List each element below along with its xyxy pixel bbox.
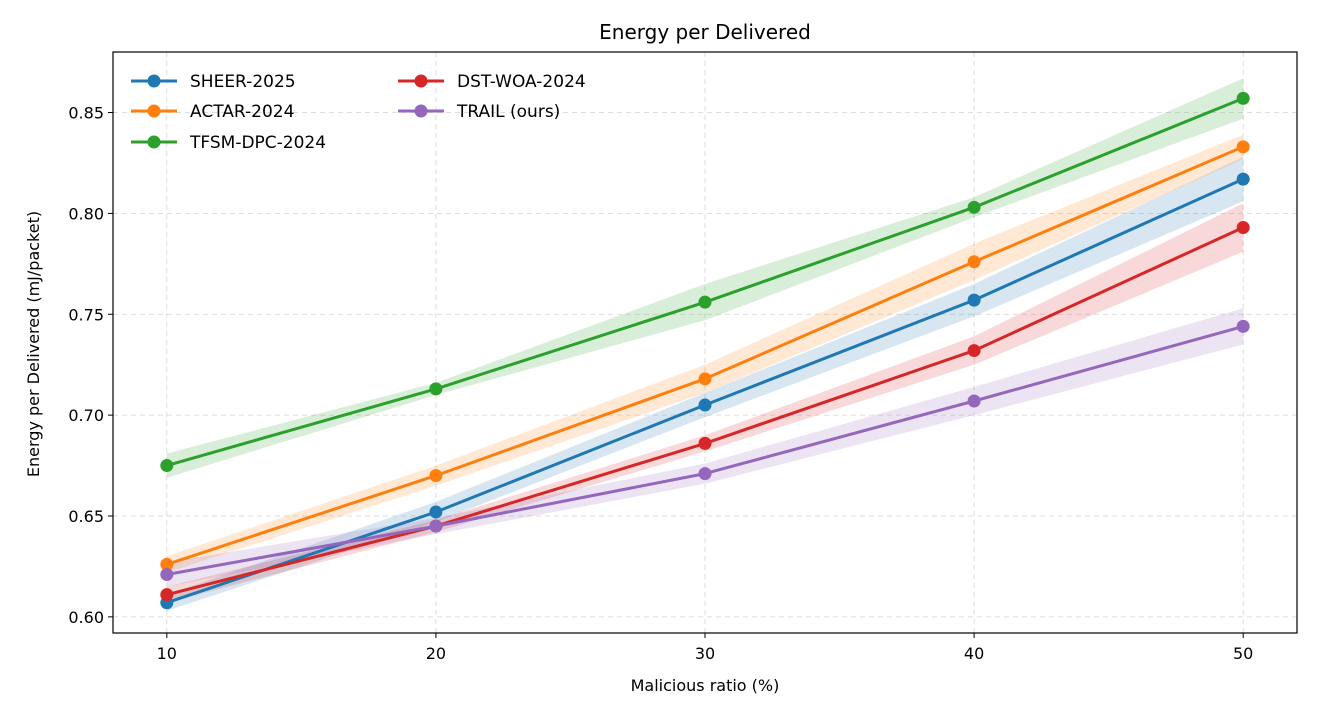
legend-item-actar-2024: ACTAR-2024 xyxy=(131,102,294,122)
point-sheer-2025 xyxy=(698,398,712,412)
y-axis-ticks: 0.60 0.65 0.70 0.75 0.80 0.85 xyxy=(68,104,113,627)
legend-item-trail-ours: TRAIL (ours) xyxy=(398,102,560,122)
band-actar-2024 xyxy=(166,134,1244,573)
point-trail-ours xyxy=(967,394,981,408)
y-tick-label: 0.80 xyxy=(68,204,104,223)
point-actar-2024 xyxy=(429,469,443,483)
point-tfsm-dpc-2024 xyxy=(698,295,712,309)
legend-item-dst-woa-2024: DST-WOA-2024 xyxy=(398,72,586,92)
y-tick-label: 0.60 xyxy=(68,608,104,627)
point-trail-ours xyxy=(698,467,712,481)
y-tick-label: 0.70 xyxy=(68,406,104,425)
y-axis-label: Energy per Delivered (mJ/packet) xyxy=(24,211,43,477)
x-tick-label: 40 xyxy=(964,644,984,663)
legend-label: SHEER-2025 xyxy=(190,72,296,92)
point-actar-2024 xyxy=(1236,140,1250,154)
point-actar-2024 xyxy=(160,557,174,571)
grid-lines xyxy=(113,52,1297,633)
legend: SHEER-2025 ACTAR-2024 TFSM-DPC-2024 DST-WOA… xyxy=(131,72,586,153)
point-actar-2024 xyxy=(967,255,981,269)
point-sheer-2025 xyxy=(429,505,443,519)
band-dst-woa-2024 xyxy=(166,203,1244,603)
y-tick-label: 0.75 xyxy=(68,305,104,324)
x-tick-label: 10 xyxy=(157,644,177,663)
x-axis-ticks: 10 20 30 40 50 xyxy=(157,633,1253,663)
point-dst-woa-2024 xyxy=(698,436,712,450)
point-sheer-2025 xyxy=(967,293,981,307)
legend-label: DST-WOA-2024 xyxy=(457,72,586,92)
chart-title: Energy per Delivered xyxy=(599,20,811,44)
x-tick-label: 20 xyxy=(426,644,446,663)
point-trail-ours xyxy=(160,567,174,581)
x-tick-label: 50 xyxy=(1233,644,1253,663)
point-tfsm-dpc-2024 xyxy=(429,382,443,396)
y-tick-label: 0.65 xyxy=(68,507,104,526)
band-trail-ours xyxy=(166,308,1244,587)
legend-label: TRAIL (ours) xyxy=(456,102,560,122)
point-dst-woa-2024 xyxy=(160,588,174,602)
legend-label: ACTAR-2024 xyxy=(190,102,294,122)
point-tfsm-dpc-2024 xyxy=(160,459,174,473)
point-dst-woa-2024 xyxy=(1236,221,1250,235)
point-dst-woa-2024 xyxy=(967,344,981,358)
point-tfsm-dpc-2024 xyxy=(967,200,981,214)
legend-marker xyxy=(414,104,428,118)
point-actar-2024 xyxy=(698,372,712,386)
legend-item-sheer-2025: SHEER-2025 xyxy=(131,72,296,92)
point-sheer-2025 xyxy=(1236,172,1250,186)
series-points xyxy=(160,91,1250,610)
x-tick-label: 30 xyxy=(695,644,715,663)
y-tick-label: 0.85 xyxy=(68,104,104,123)
point-trail-ours xyxy=(429,519,443,533)
point-trail-ours xyxy=(1236,319,1250,333)
point-tfsm-dpc-2024 xyxy=(1236,91,1250,105)
legend-marker xyxy=(147,74,161,88)
x-axis-label: Malicious ratio (%) xyxy=(631,676,780,695)
legend-marker xyxy=(147,135,161,149)
legend-marker xyxy=(147,104,161,118)
legend-marker xyxy=(414,74,428,88)
legend-label: TFSM-DPC-2024 xyxy=(189,133,326,153)
band-tfsm-dpc-2024 xyxy=(166,78,1244,478)
legend-item-tfsm-dpc-2024: TFSM-DPC-2024 xyxy=(131,133,326,153)
